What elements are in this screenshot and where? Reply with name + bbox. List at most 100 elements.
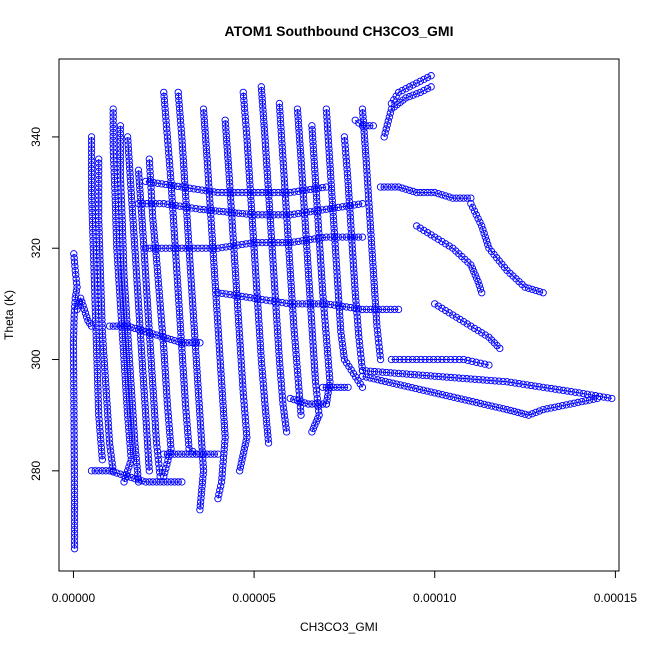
data-point <box>282 238 290 247</box>
data-point <box>70 443 78 451</box>
data-point <box>261 404 269 412</box>
data-point <box>120 264 128 272</box>
data-point <box>333 268 341 276</box>
data-point <box>124 415 132 423</box>
data-point <box>141 403 149 411</box>
data-point <box>321 317 329 325</box>
data-point <box>346 209 354 217</box>
data-point <box>330 233 339 241</box>
data-point <box>413 90 421 98</box>
data-point <box>278 211 286 219</box>
data-point <box>70 327 78 335</box>
data-point <box>290 326 298 334</box>
data-point <box>123 399 131 407</box>
data-point <box>310 185 318 193</box>
data-point <box>244 153 252 161</box>
data-point <box>161 104 169 113</box>
data-point <box>314 225 323 233</box>
data-point <box>292 354 301 363</box>
data-point <box>210 188 218 196</box>
data-point <box>319 293 327 301</box>
data-point <box>188 296 197 304</box>
data-point <box>282 211 290 219</box>
data-point <box>390 96 398 104</box>
data-point <box>416 77 424 85</box>
data-point <box>354 200 363 208</box>
data-point <box>487 376 495 385</box>
data-point <box>156 296 164 304</box>
data-point <box>365 207 374 215</box>
data-point <box>322 205 330 213</box>
data-point <box>218 470 226 478</box>
data-point <box>237 361 246 369</box>
data-point <box>139 371 147 380</box>
data-point <box>88 192 96 201</box>
data-point <box>325 145 333 153</box>
data-point <box>260 125 269 133</box>
data-point <box>196 506 204 514</box>
data-point <box>219 409 228 418</box>
data-point <box>228 218 236 226</box>
data-point <box>423 371 431 380</box>
data-point <box>220 441 229 450</box>
data-point <box>232 281 240 290</box>
data-point <box>70 483 79 491</box>
data-point <box>326 169 335 177</box>
data-point <box>262 153 270 161</box>
data-point <box>423 228 432 237</box>
data-point <box>141 399 149 407</box>
data-point <box>192 351 200 360</box>
data-point <box>296 136 304 144</box>
data-point <box>191 332 199 340</box>
data-point <box>141 407 150 415</box>
data-point <box>70 419 78 427</box>
data-point <box>165 153 173 161</box>
data-point <box>122 391 131 399</box>
data-point <box>163 125 171 133</box>
data-point <box>472 398 481 407</box>
data-point <box>253 284 261 292</box>
data-point <box>274 211 282 219</box>
data-point <box>273 328 282 336</box>
data-point <box>286 211 294 219</box>
data-point <box>135 312 143 320</box>
data-point <box>70 502 79 511</box>
data-point <box>193 363 201 372</box>
data-point <box>143 296 151 304</box>
data-point <box>282 199 290 207</box>
data-point <box>434 390 443 398</box>
data-point <box>160 200 168 208</box>
data-point <box>189 312 198 320</box>
data-point <box>215 207 223 215</box>
data-point <box>330 228 338 236</box>
data-point <box>277 119 285 128</box>
series-line <box>72 253 78 549</box>
data-point <box>346 217 355 225</box>
data-point <box>310 207 318 215</box>
data-point <box>198 186 206 194</box>
data-point <box>312 382 320 390</box>
data-point <box>202 136 210 144</box>
data-point <box>206 244 214 252</box>
data-point <box>263 161 271 169</box>
data-point <box>347 225 355 233</box>
data-point <box>469 203 477 212</box>
data-point <box>87 173 96 181</box>
data-point <box>367 238 376 247</box>
data-point <box>172 253 180 261</box>
data-point <box>258 238 266 247</box>
data-point <box>181 392 189 400</box>
data-point <box>368 250 376 259</box>
data-point <box>161 372 170 380</box>
data-point <box>189 339 197 347</box>
data-point <box>199 467 208 475</box>
data-point <box>195 395 203 403</box>
data-point <box>124 137 132 145</box>
data-point <box>260 121 268 130</box>
data-point <box>146 178 154 186</box>
data-point <box>70 455 78 463</box>
data-point <box>78 298 86 306</box>
data-point <box>70 537 79 545</box>
data-point <box>571 388 579 396</box>
data-point <box>176 312 184 321</box>
